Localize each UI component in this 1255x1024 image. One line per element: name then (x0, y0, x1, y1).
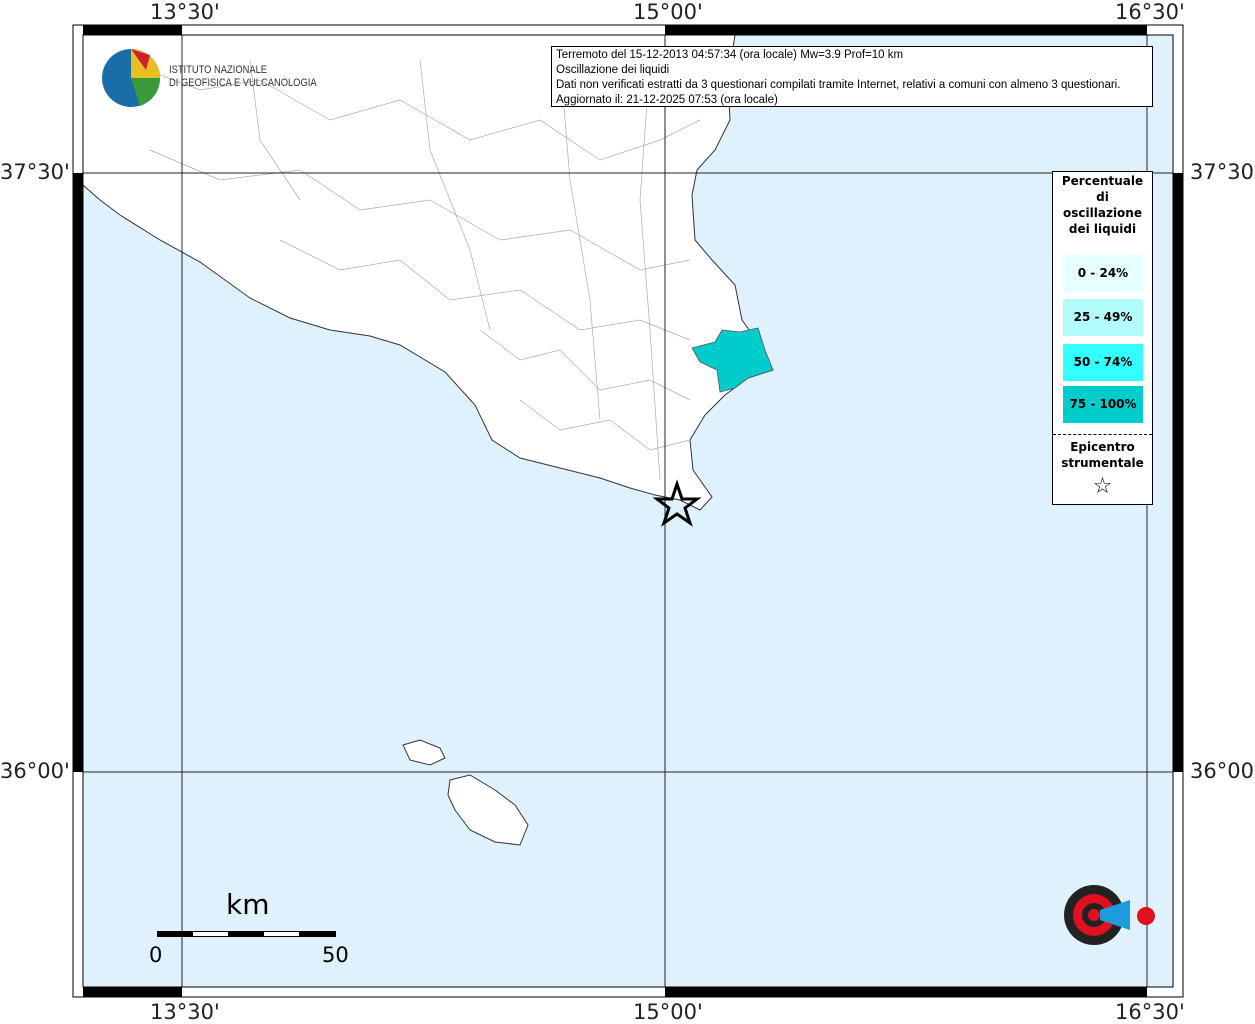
star-outline-icon: ☆ (1092, 474, 1113, 499)
malta (402, 739, 529, 846)
lat-label-right: 37°30' (1190, 160, 1255, 184)
scale-bar-graphic (157, 931, 336, 937)
ingv-logo-text: ISTITUTO NAZIONALE DI GEOFISICA E VULCAN… (169, 64, 317, 90)
logo-line1: ISTITUTO NAZIONALE (169, 64, 268, 76)
legend-title: Percentuale di oscillazione dei liquidi (1061, 174, 1144, 236)
lon-label-bottom: 15°00' (633, 1000, 703, 1024)
data-note: Dati non verificati estratti da 3 questi… (556, 79, 1121, 91)
lon-label-top: 15°00' (633, 0, 703, 24)
logo-line2: DI GEOFISICA E VULCANOLOGIA (169, 77, 317, 89)
affected-municipality (691, 327, 774, 393)
map-subject: Oscillazione dei liquidi (556, 64, 670, 76)
legend-class-1: 25 - 49% (1063, 299, 1143, 336)
legend: Percentuale di oscillazione dei liquidi … (1052, 171, 1153, 505)
lon-label-top: 13°30' (150, 0, 220, 24)
event-title: Terremoto del 15-12-2013 04:57:34 (ora l… (556, 49, 904, 61)
lon-label-bottom: 16°30' (1115, 1000, 1185, 1024)
legend-class-3: 75 - 100% (1063, 386, 1143, 423)
epicenter-star-icon (652, 479, 702, 527)
lat-label-left: 37°30' (0, 160, 70, 184)
lon-label-top: 16°30' (1115, 0, 1185, 24)
legend-class-2: 50 - 74% (1063, 344, 1143, 381)
update-time: Aggiornato il: 21-12-2025 07:53 (ora loc… (556, 94, 778, 106)
event-info-box: Terremoto del 15-12-2013 04:57:34 (ora l… (551, 46, 1153, 107)
municipal-borders (119, 59, 701, 481)
scale-unit: km (226, 888, 270, 921)
ingv-logo-icon (102, 49, 161, 107)
scale-min: 0 (149, 943, 163, 967)
legend-class-0: 0 - 24% (1063, 255, 1143, 292)
lat-label-left: 36°00' (0, 759, 70, 783)
frame-bars (73, 25, 1183, 997)
lon-label-bottom: 13°30' (150, 1000, 220, 1024)
lat-label-right: 36°00' (1190, 759, 1255, 783)
haisentito-logo-icon (1064, 885, 1155, 945)
legend-epicenter-label: Epicentro strumentale (1061, 440, 1144, 470)
scale-max: 50 (322, 943, 349, 967)
